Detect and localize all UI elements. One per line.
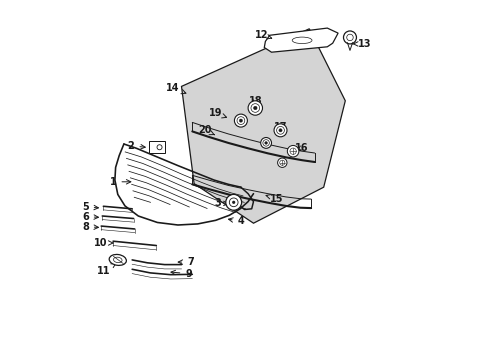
Text: 2: 2 [127,141,145,151]
Text: 16: 16 [295,143,308,153]
Circle shape [273,124,286,137]
Circle shape [343,31,356,44]
Text: 7: 7 [178,257,193,267]
Text: 17: 17 [273,122,286,132]
Text: 15: 15 [265,194,283,204]
FancyBboxPatch shape [148,141,164,153]
Text: 9: 9 [171,269,192,279]
Text: 3: 3 [214,198,227,208]
Circle shape [260,138,271,148]
Circle shape [234,114,247,127]
Circle shape [239,119,242,122]
Circle shape [237,117,244,125]
Circle shape [225,194,241,210]
Circle shape [287,145,298,157]
Ellipse shape [109,255,126,265]
Circle shape [247,101,262,115]
Text: 14: 14 [165,83,185,94]
Text: 6: 6 [82,212,98,222]
Circle shape [229,198,238,207]
Text: 11: 11 [97,263,116,276]
Circle shape [277,158,286,167]
Ellipse shape [113,257,122,263]
Circle shape [278,129,282,132]
Text: 13: 13 [352,39,371,49]
Text: 4: 4 [228,216,244,226]
Circle shape [279,160,285,165]
Circle shape [250,104,259,112]
Circle shape [157,145,162,150]
Text: 10: 10 [94,238,113,248]
Text: 12: 12 [255,30,271,40]
Circle shape [264,141,267,144]
Text: 20: 20 [198,125,214,135]
Text: 5: 5 [82,202,98,212]
Circle shape [276,126,284,134]
Polygon shape [264,28,337,52]
Circle shape [346,34,352,41]
Circle shape [232,201,235,204]
Text: 18: 18 [248,96,262,106]
Text: 8: 8 [82,222,98,232]
Text: 1: 1 [109,177,131,187]
Circle shape [263,140,269,146]
Text: 19: 19 [208,108,226,118]
Circle shape [253,106,257,110]
Polygon shape [181,29,345,223]
Circle shape [289,148,296,154]
